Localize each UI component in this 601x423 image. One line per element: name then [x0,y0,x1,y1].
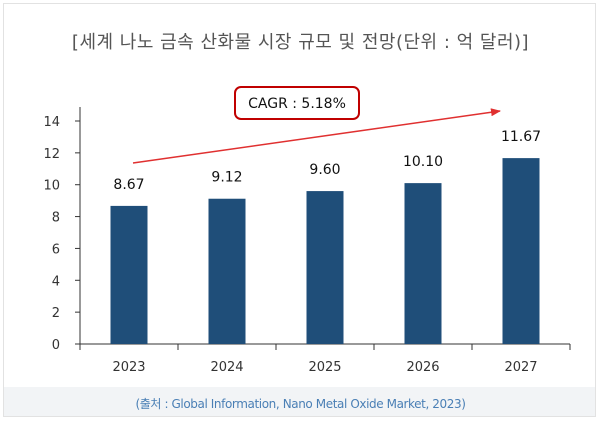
cagr-trend-arrow [132,108,501,164]
y-tick-label: 10 [43,179,60,194]
bar-value-label: 11.67 [501,129,541,145]
y-tick-label: 2 [52,306,60,321]
y-tick-label: 0 [52,338,60,353]
bar-value-label: 9.60 [309,162,340,178]
source-bar [4,387,595,416]
bar-value-label: 9.12 [211,170,242,186]
x-tick-label: 2026 [406,360,439,375]
cagr-label: CAGR : 5.18% [248,96,346,112]
y-tick-label: 14 [43,115,60,130]
y-tick-label: 12 [43,147,60,162]
y-tick-label: 8 [52,211,60,226]
bar-2025 [306,191,344,344]
bar-value-label: 8.67 [113,177,144,193]
x-tick-label: 2025 [308,360,341,375]
x-tick-label: 2023 [112,360,145,375]
y-tick-label: 6 [52,242,60,257]
bar-2027 [502,158,540,344]
source-note: (출처 : Global Information, Nano Metal Oxi… [135,397,466,411]
bar-2024 [208,198,246,344]
x-tick-label: 2027 [504,360,537,375]
y-tick-label: 4 [52,274,60,289]
bar-value-label: 10.10 [403,154,443,170]
bar-2023 [110,205,148,344]
x-tick-label: 2024 [210,360,243,375]
chart-title: [세계 나노 금속 산화물 시장 규모 및 전망(단위 : 억 달러)] [71,32,530,53]
bar-2026 [404,183,442,344]
chart-frame [3,3,596,417]
cagr-box [234,86,360,120]
